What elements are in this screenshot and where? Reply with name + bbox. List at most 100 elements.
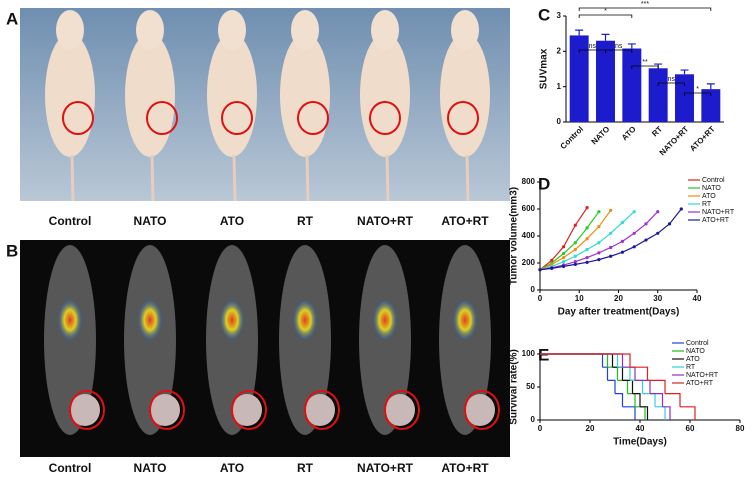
- point: [561, 256, 566, 260]
- scan-hot: [220, 300, 244, 340]
- bar: [596, 40, 615, 122]
- series-line: [539, 208, 682, 271]
- survival-step: [640, 406, 649, 420]
- photo-decor: [44, 10, 500, 435]
- x-tick-label: 10: [575, 294, 584, 303]
- legend-label: ATO+RT: [702, 217, 730, 224]
- x-tick-label: NATO: [590, 125, 612, 147]
- bar: [701, 89, 721, 122]
- tumor-circle: [146, 101, 178, 135]
- tail: [465, 154, 470, 202]
- survival-step: [540, 353, 604, 368]
- survival-step: [680, 406, 696, 420]
- tumor-circle: [221, 101, 253, 135]
- point: [573, 247, 577, 252]
- survival-step: [602, 366, 609, 381]
- group-label: RT: [297, 214, 314, 228]
- point: [561, 264, 566, 268]
- photo-a: [20, 8, 510, 201]
- tumor-circle: [447, 101, 479, 135]
- survival-step: [540, 353, 624, 368]
- survival-step: [540, 353, 614, 368]
- scan-tumor: [385, 394, 415, 426]
- y-tick-label: 200: [522, 258, 536, 267]
- tumor-circle: [62, 101, 94, 135]
- point: [573, 241, 577, 245]
- legend-label: NATO+RT: [686, 372, 719, 379]
- point: [585, 247, 589, 252]
- survival-step: [617, 366, 631, 381]
- x-tick-label: 0: [538, 294, 543, 303]
- x-tick-label: 40: [636, 424, 645, 433]
- point: [585, 206, 589, 210]
- bar: [569, 35, 589, 122]
- y-tick-label: 800: [522, 177, 536, 186]
- x-tick-label: Control: [559, 125, 585, 151]
- x-tick-label: NATO+RT: [658, 124, 691, 157]
- survival-step: [630, 379, 644, 394]
- survival-step: [607, 379, 616, 394]
- point: [620, 239, 625, 243]
- scan-hot: [453, 300, 477, 340]
- mouse-head: [291, 10, 319, 50]
- mouse: [45, 33, 95, 157]
- survival-step: [540, 353, 631, 368]
- tumor-circle: [464, 390, 500, 430]
- x-tick-label: 20: [614, 294, 623, 303]
- panel-label: B: [6, 241, 18, 260]
- scan-hot: [138, 300, 162, 340]
- significance-bracket: [684, 92, 712, 96]
- group-label: RT: [297, 461, 314, 475]
- significance-label: ns: [668, 76, 676, 83]
- survival-step: [627, 393, 636, 407]
- scan-tumor: [70, 394, 100, 426]
- mouse: [207, 33, 257, 157]
- legend-label: RT: [686, 364, 696, 371]
- legend-label: ATO: [702, 193, 716, 200]
- significance-label: ***: [641, 1, 649, 8]
- survival-step: [630, 366, 649, 381]
- panel-label: C: [538, 5, 550, 24]
- survival-step: [632, 393, 641, 407]
- tail: [70, 154, 75, 202]
- x-tick-label: 60: [686, 424, 695, 433]
- survival-step: [540, 353, 619, 368]
- bar: [622, 48, 642, 122]
- mouse-head: [451, 10, 479, 50]
- point: [561, 245, 566, 249]
- x-tick-label: 40: [693, 294, 702, 303]
- panel-label: D: [538, 174, 550, 193]
- point: [573, 254, 577, 258]
- tumor-circle: [297, 101, 329, 135]
- mouse: [280, 33, 330, 157]
- bar: [675, 74, 694, 122]
- bar: [648, 68, 668, 122]
- legend-label: Control: [702, 177, 725, 184]
- mouse: [440, 33, 490, 157]
- point: [644, 238, 648, 242]
- point: [561, 251, 566, 256]
- error-bar: [706, 83, 715, 90]
- survival-step: [662, 406, 671, 420]
- scan-hot: [373, 300, 397, 340]
- y-axis-label: SUVmax: [539, 48, 550, 89]
- y-tick-label: 0: [531, 415, 536, 424]
- scan-tumor: [305, 394, 335, 426]
- series-line: [539, 211, 600, 271]
- panel-label: A: [6, 9, 18, 28]
- mouse-head: [136, 10, 164, 50]
- group-label: ATO+RT: [441, 461, 489, 475]
- survival-step: [655, 406, 666, 420]
- survival-step: [647, 379, 666, 394]
- y-tick-label: 3: [557, 11, 562, 20]
- x-tick-label: ATO: [620, 125, 638, 143]
- group-label: ATO+RT: [441, 214, 489, 228]
- x-tick-label: 0: [538, 424, 543, 433]
- scan-tumor: [232, 394, 262, 426]
- tumor-circle: [69, 390, 105, 430]
- x-tick-label: 20: [586, 424, 595, 433]
- survival-step: [617, 379, 629, 394]
- significance-label: *: [604, 8, 607, 15]
- legend-label: RT: [702, 201, 712, 208]
- point: [585, 256, 589, 260]
